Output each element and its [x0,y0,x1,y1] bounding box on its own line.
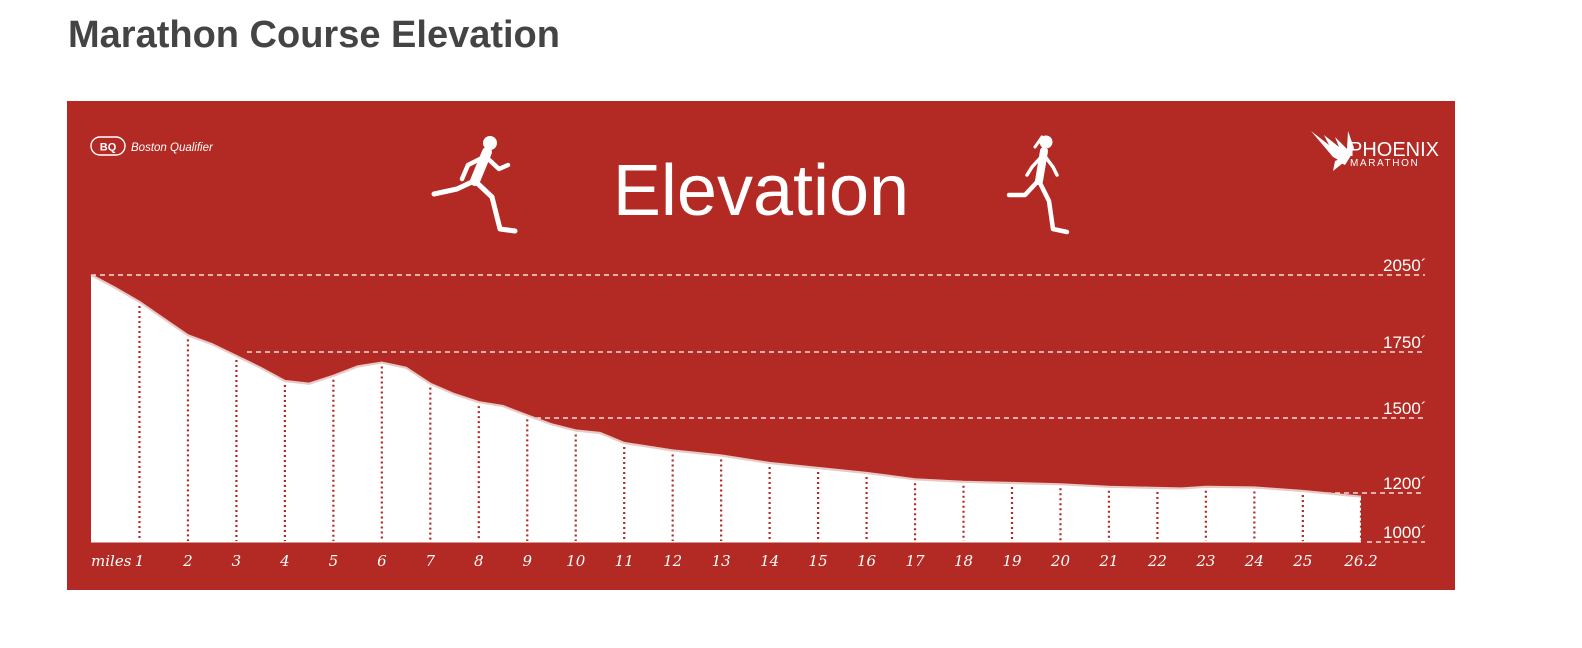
x-tick-label: 5 [329,552,339,570]
elevation-label: 1500´ [1383,399,1426,418]
page-title: Marathon Course Elevation [68,14,560,56]
x-tick-label: 19 [1002,552,1022,570]
x-tick-label: 4 [279,552,290,570]
x-tick-label: 25 [1292,552,1312,570]
elevation-line [90,274,1362,498]
phoenix-bird-icon [1311,131,1354,171]
elevation-label: 2050´ [1383,256,1426,275]
x-tick-label: 23 [1195,552,1215,570]
chart-title: Elevation [613,151,909,231]
female-runner-icon [1006,135,1070,235]
x-tick-label: 22 [1147,552,1167,570]
x-tick-label: 21 [1098,552,1118,570]
bq-badge-text: Boston Qualifier [131,142,214,154]
bq-badge-outline [90,136,126,156]
x-tick-label: 18 [954,552,973,570]
elevation-area [91,275,1361,542]
bq-badge: BQ Boston Qualifier [90,136,214,156]
elevation-chart-panel: BQ Boston Qualifier Elevation [67,101,1455,590]
x-tick-label: 15 [809,552,828,570]
x-tick-label: 10 [566,552,586,570]
x-tick-label: 24 [1244,552,1264,570]
x-tick-label: 3 [232,552,242,570]
x-tick-label: 1 [135,552,145,570]
plot-layer: 2050´1750´1500´1200´1000´1 2 3 4 5 6 7 8 9 10 11 12… [90,256,1426,570]
x-tick-label: 6 [377,552,387,570]
elevation-label: 1000´ [1383,523,1426,542]
x-tick-label: 20 [1050,552,1071,570]
x-tick-label: 17 [905,552,925,570]
elevation-label: 1200´ [1383,474,1426,493]
x-tick-label: 7 [426,552,436,570]
x-tick-label: 26.2 [1343,552,1377,570]
elevation-chart: BQ Boston Qualifier Elevation [67,101,1455,590]
x-tick-label: 9 [522,552,532,570]
bq-badge-code: BQ [100,142,117,154]
x-tick-label: 11 [615,552,634,570]
x-tick-label: 2 [182,552,193,570]
x-tick-label: 12 [663,552,682,570]
phoenix-marathon-logo: PHOENIX MARATHON [1311,131,1439,171]
x-tick-label: 13 [712,552,731,570]
x-tick-label: 8 [474,552,484,570]
x-tick-label: 16 [857,552,877,570]
logo-sub: MARATHON [1350,158,1419,169]
x-tick-label: 14 [760,552,779,570]
logo-name: PHOENIX [1349,139,1439,161]
x-axis-label: miles [91,552,132,570]
male-runner-icon [431,136,518,234]
elevation-label: 1750´ [1383,333,1426,352]
